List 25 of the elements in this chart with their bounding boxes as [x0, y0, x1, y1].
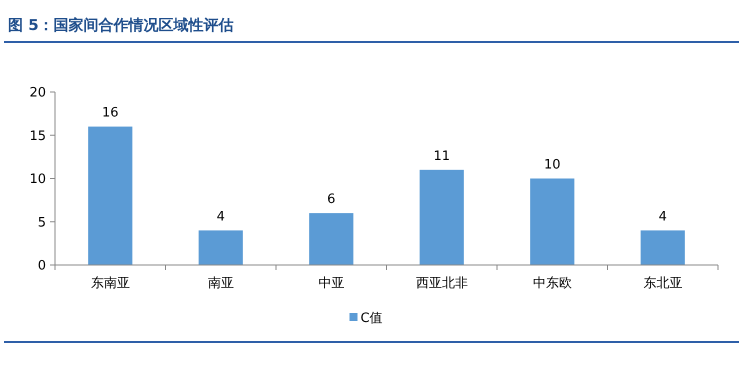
x-tick-label: 南亚: [208, 276, 234, 291]
data-label: 10: [544, 158, 561, 172]
bar: [640, 230, 685, 265]
x-tick-label: 中东欧: [532, 276, 572, 291]
data-label: 4: [216, 209, 225, 224]
data-label: 6: [327, 192, 336, 208]
bar: [530, 178, 574, 265]
y-tick-label: 5: [38, 215, 46, 230]
y-tick-label: 10: [29, 172, 46, 188]
bar: [198, 230, 243, 265]
y-tick-label: 15: [29, 128, 46, 144]
data-label: 11: [433, 148, 450, 164]
data-label: 4: [658, 209, 667, 224]
chart-title: 图 5：国家间合作情况区域性评估: [8, 16, 234, 34]
bar: [88, 126, 132, 265]
y-tick-label: 0: [38, 258, 46, 274]
legend-label: C值: [360, 311, 383, 326]
x-tick-label: 中亚: [318, 276, 344, 291]
bar: [309, 213, 354, 265]
data-label: 16: [102, 106, 119, 121]
x-tick-label: 东南亚: [90, 276, 130, 291]
y-tick-label: 20: [29, 86, 46, 101]
bar: [420, 170, 464, 265]
x-tick-label: 东北亚: [643, 276, 682, 291]
x-tick-label: 西亚北非: [416, 276, 468, 291]
